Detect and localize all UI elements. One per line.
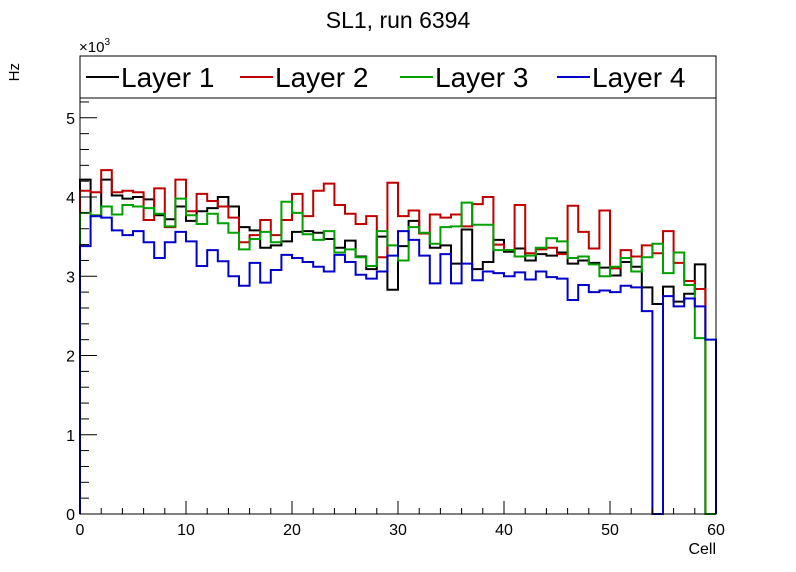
- x-tick-label: 60: [707, 522, 725, 539]
- legend-box: [79, 55, 717, 99]
- series-line-layer-3: [79, 197, 716, 515]
- series-line-layer-2: [79, 169, 716, 515]
- legend-label-layer-1: Layer 1: [121, 62, 214, 93]
- x-tick-label: 30: [389, 522, 407, 539]
- series-line-layer-4: [79, 215, 717, 515]
- chart-title: SL1, run 6394: [326, 7, 471, 33]
- plot-area: 0 10 20 30 40 50 60 0 1 2 3 4 5: [66, 97, 725, 539]
- y-tick-label: 2: [66, 349, 75, 366]
- x-tick-label: 50: [601, 522, 619, 539]
- y-axis-multiplier: ×103: [79, 37, 110, 56]
- legend-label-layer-2: Layer 2: [275, 62, 368, 93]
- legend: Layer 1 Layer 2 Layer 3 Layer 4: [79, 55, 717, 99]
- y-tick-label: 5: [66, 111, 75, 128]
- y-multiplier-base: ×10: [79, 39, 104, 56]
- legend-label-layer-4: Layer 4: [592, 62, 685, 93]
- x-tick-label: 40: [495, 522, 513, 539]
- y-multiplier-exponent: 3: [104, 37, 110, 48]
- y-tick-label: 3: [66, 269, 75, 286]
- y-axis-label: Hz: [6, 63, 23, 81]
- x-tick-label: 20: [283, 522, 301, 539]
- y-tick-label: 4: [66, 190, 75, 207]
- x-tick-label: 0: [76, 522, 85, 539]
- x-tick-label: 10: [177, 522, 195, 539]
- y-tick-label: 1: [66, 428, 75, 445]
- legend-label-layer-3: Layer 3: [435, 62, 528, 93]
- x-axis-label: Cell: [688, 541, 716, 558]
- y-tick-label: 0: [66, 507, 75, 524]
